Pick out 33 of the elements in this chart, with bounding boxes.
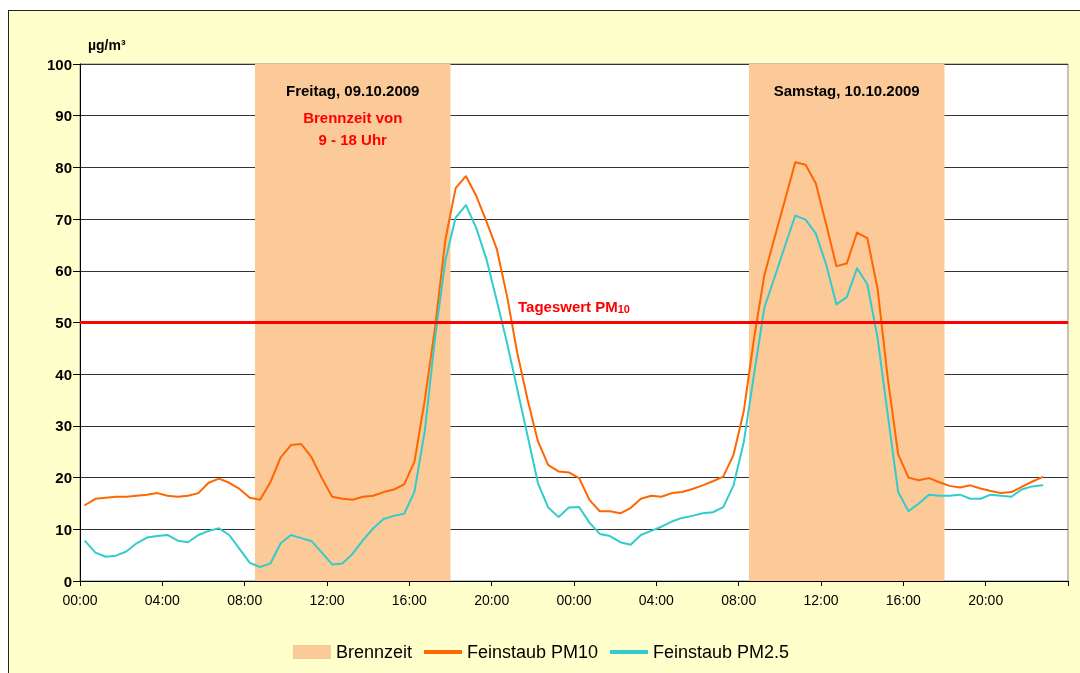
legend-label: Feinstaub PM10	[466, 642, 599, 662]
y-tick-label: 20	[55, 469, 72, 487]
x-tick-label: 04:00	[144, 592, 181, 608]
x-tick-label: 08:00	[227, 592, 263, 608]
x-tick-label: 08:00	[721, 592, 757, 608]
x-tick-label: 20:00	[474, 592, 510, 608]
x-tick-label: 00:00	[62, 592, 98, 608]
x-tick-label: 16:00	[391, 592, 428, 608]
y-tick-label: 100	[46, 55, 72, 73]
x-tick-label: 04:00	[638, 592, 675, 608]
ref-line-label: Tageswert PM10	[518, 297, 630, 315]
y-tick-label: 10	[55, 520, 72, 538]
y-tick-label: 30	[55, 417, 72, 435]
line-series	[84, 204, 1044, 569]
y-tick-label: 0	[63, 572, 72, 590]
y-axis-title: µg/m³	[88, 37, 126, 53]
y-tick-label: 70	[55, 210, 72, 228]
y-tick-label: 80	[55, 158, 72, 176]
x-tick-label: 20:00	[968, 592, 1004, 608]
line-series	[84, 161, 1044, 515]
x-tick-label: 12:00	[803, 592, 839, 608]
annotation: Freitag, 09.10.2009	[286, 81, 420, 99]
legend-label: Feinstaub PM2.5	[653, 642, 790, 662]
y-tick-label: 40	[55, 365, 72, 383]
annotation: Samstag, 10.10.2009	[773, 81, 920, 99]
y-tick-label: 90	[55, 107, 72, 125]
x-tick-label: 12:00	[309, 592, 345, 608]
x-tick-label: 16:00	[885, 592, 922, 608]
y-tick-label: 50	[55, 314, 72, 331]
legend-label: Brennzeit	[335, 642, 412, 662]
x-tick-label: 00:00	[556, 592, 592, 608]
y-tick-label: 60	[55, 262, 72, 280]
annotation: Brennzeit von 9 - 18 Uhr	[303, 108, 403, 148]
